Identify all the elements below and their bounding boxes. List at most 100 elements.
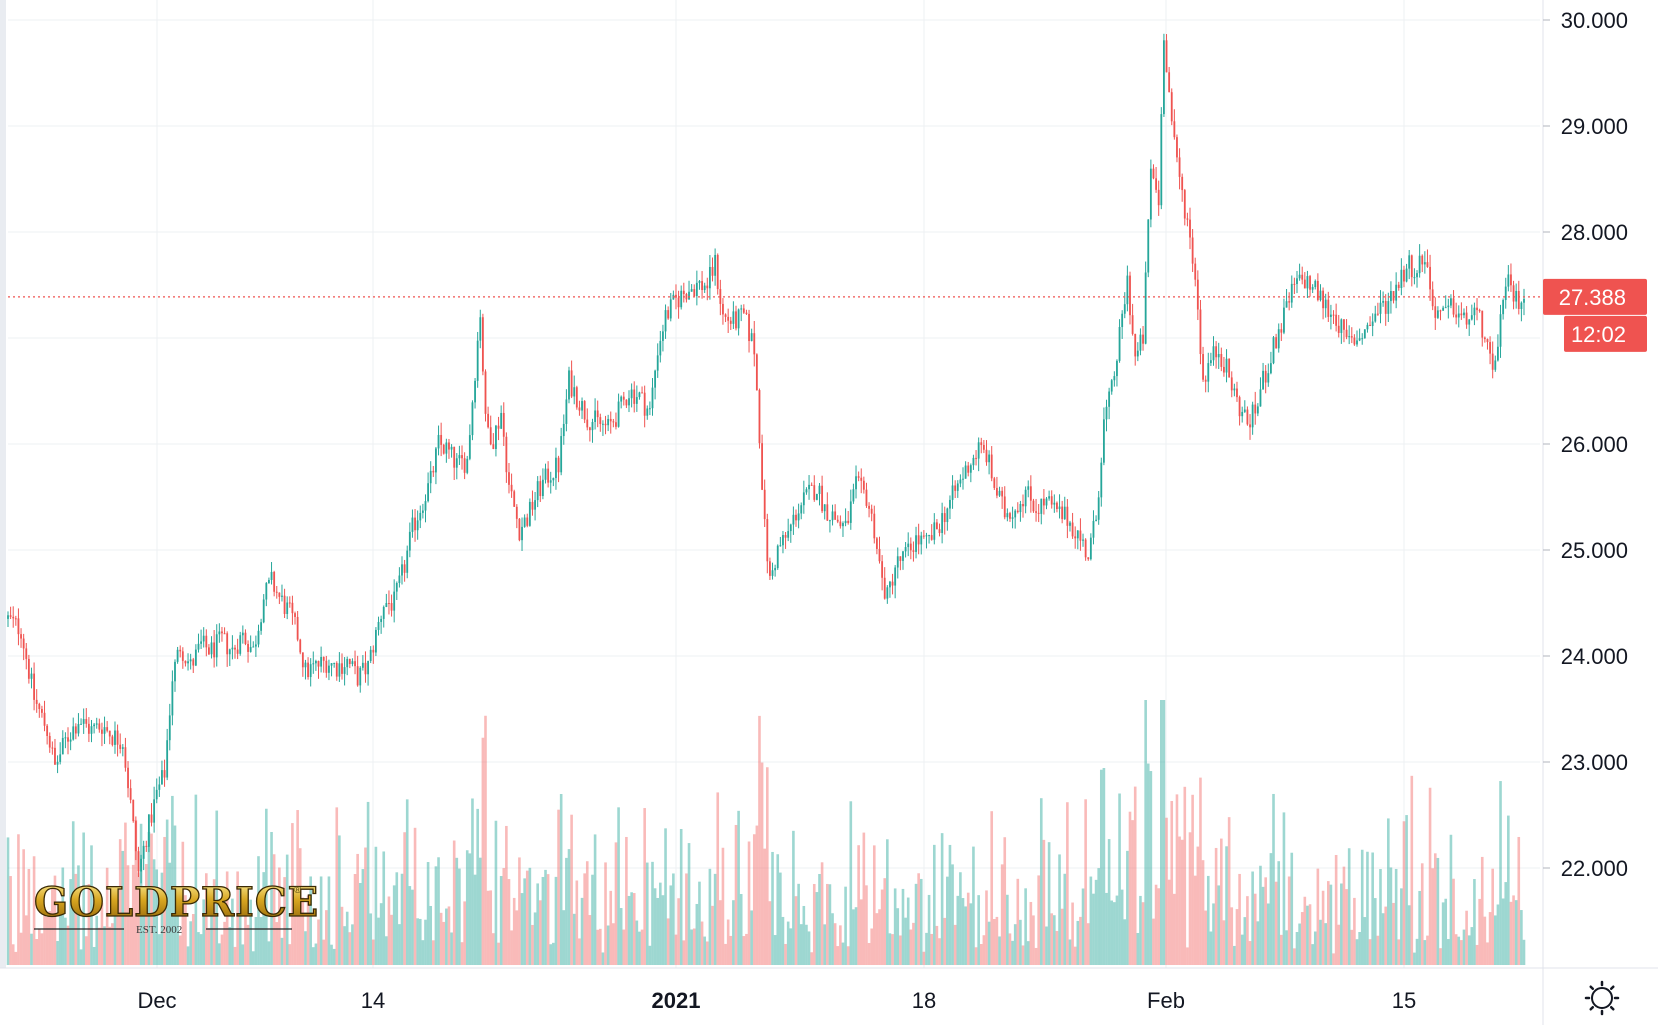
candle	[857, 471, 860, 482]
volume-bar	[1488, 912, 1492, 965]
volume-bar	[103, 926, 106, 965]
candle	[1316, 273, 1319, 302]
candle	[1353, 334, 1356, 346]
candle	[1149, 159, 1152, 228]
volume-bar	[285, 854, 289, 965]
volume-bar	[687, 843, 691, 965]
volume-bar	[1259, 865, 1262, 965]
volume-bar	[912, 922, 915, 965]
candle	[1455, 302, 1458, 325]
volume-bar	[450, 932, 453, 965]
volume-bar	[478, 857, 482, 965]
candle	[487, 406, 490, 429]
last-price-label: 27.388	[1559, 285, 1626, 310]
volume-bar	[492, 933, 495, 965]
volume-bar	[625, 836, 628, 965]
candle	[1400, 258, 1403, 296]
candle	[254, 635, 257, 657]
candle	[1329, 304, 1332, 330]
candle	[1405, 263, 1408, 283]
candle	[886, 585, 889, 604]
candle	[531, 490, 534, 516]
candle	[870, 504, 873, 522]
volume-bar	[927, 894, 931, 965]
candle	[748, 309, 750, 353]
candle	[813, 475, 816, 502]
candle	[1468, 318, 1471, 336]
candle	[1142, 326, 1144, 351]
volume-bar	[546, 874, 550, 965]
volume-bar	[395, 872, 399, 965]
volume-bar	[1392, 902, 1395, 965]
volume-bar	[134, 819, 138, 965]
volume-bar	[870, 928, 873, 965]
candle	[150, 803, 153, 827]
volume-bar	[374, 846, 378, 965]
volume-bar	[1000, 864, 1004, 965]
volume-bar	[786, 921, 790, 965]
candle	[288, 596, 291, 608]
volume-bar	[716, 792, 720, 965]
volume-bar	[609, 890, 613, 965]
volume-bar	[690, 929, 693, 965]
candle	[1155, 166, 1158, 193]
candle	[80, 718, 82, 725]
candle	[959, 474, 962, 488]
candle	[938, 523, 941, 537]
volume-bar	[721, 847, 725, 965]
candle	[1003, 486, 1006, 520]
volume-bar	[392, 885, 396, 965]
volume-bar	[679, 828, 683, 965]
volume-bar	[554, 876, 558, 965]
volume-bar	[865, 885, 868, 965]
candle	[829, 519, 831, 533]
volume-bar	[617, 807, 620, 965]
candle	[406, 545, 409, 579]
candle	[228, 648, 231, 667]
volume-bar	[1470, 927, 1474, 965]
volume-bar	[711, 905, 714, 965]
candle	[1024, 486, 1027, 514]
candle	[453, 446, 456, 480]
candle	[998, 486, 1001, 497]
candle	[766, 513, 769, 574]
candle	[82, 708, 85, 734]
volume-bar	[6, 837, 10, 965]
y-tick-label: 28.000	[1561, 220, 1628, 245]
candle	[622, 391, 625, 406]
volume-bar	[841, 942, 845, 965]
volume-bar	[919, 878, 923, 965]
volume-bar	[1206, 875, 1210, 965]
candle	[325, 655, 328, 678]
volume-bar	[426, 862, 430, 965]
volume-bar	[325, 910, 328, 965]
volume-bar	[1478, 898, 1481, 965]
settings-gear-icon[interactable]	[1584, 980, 1620, 1016]
volume-bar	[1170, 800, 1174, 965]
volume-bar	[768, 901, 772, 965]
candle	[1144, 261, 1147, 345]
volume-bar	[552, 942, 555, 965]
volume-bar	[685, 873, 688, 965]
volume-bar	[1139, 895, 1142, 965]
candle	[742, 304, 745, 314]
volume-bar	[1146, 763, 1150, 965]
candle	[599, 413, 602, 432]
volume-bar	[484, 715, 487, 965]
volume-bar	[181, 841, 185, 965]
candle	[1097, 490, 1100, 525]
candle	[1290, 275, 1293, 308]
volume-bar	[739, 894, 743, 965]
volume-bar	[51, 888, 54, 965]
volume-bar	[549, 944, 553, 965]
volume-bar	[1373, 898, 1377, 965]
candle	[920, 531, 923, 555]
candle	[1371, 313, 1374, 337]
candle	[1147, 219, 1150, 278]
candle	[933, 513, 936, 545]
volume-bar	[541, 876, 545, 965]
volume-bar	[361, 869, 365, 965]
volume-bar	[575, 880, 579, 965]
candle	[831, 504, 834, 526]
candle	[17, 608, 20, 646]
